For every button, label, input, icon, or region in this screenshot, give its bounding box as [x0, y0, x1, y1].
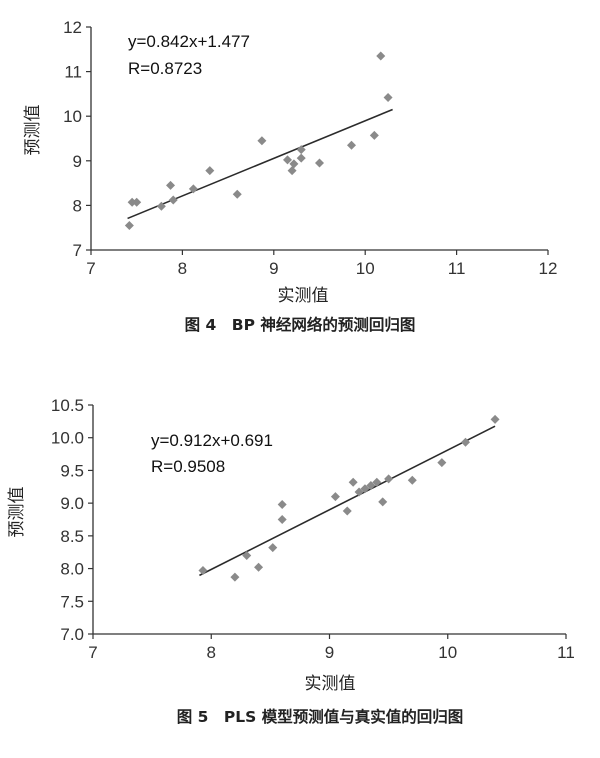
- chart2-x-tick-label: 7: [88, 643, 97, 662]
- chart2-y-tick-label: 7.0: [60, 625, 84, 644]
- chart1-y-tick-label: 7: [73, 241, 82, 260]
- chart1-fit-line: [127, 108, 393, 220]
- chart2-data-point: [242, 550, 252, 560]
- chart2-equation-label: y=0.912x+0.691: [151, 431, 273, 450]
- chart2-x-tick-label: 9: [325, 643, 334, 662]
- chart2-y-tick-label: 9.0: [60, 494, 84, 513]
- chart1-data-point: [296, 145, 306, 155]
- chart2-data-point: [330, 492, 340, 502]
- chart2-data-point: [384, 474, 394, 484]
- chart1-data-point: [188, 184, 198, 194]
- chart1-data-point: [283, 155, 293, 165]
- chart1-data-point: [124, 220, 134, 230]
- chart1-x-axis-label: 实测值: [278, 286, 329, 306]
- chart2-data-point: [378, 497, 388, 507]
- chart2-y-tick-label: 8.0: [60, 560, 84, 579]
- chart2-data-point: [348, 477, 358, 487]
- chart1-data-point: [257, 136, 267, 146]
- chart1-data-point: [132, 197, 142, 207]
- chart1-y-tick-label: 10: [63, 107, 82, 126]
- chart2-data-point: [360, 484, 370, 494]
- chart1-y-tick-label: 8: [73, 196, 82, 215]
- chart2-fit-line: [199, 425, 496, 577]
- chart1-data-point: [346, 140, 356, 150]
- chart1-data-point: [205, 166, 215, 176]
- chart2-x-tick-label: 8: [207, 643, 216, 662]
- chart2-data-point: [268, 543, 278, 553]
- chart2-y-tick-label: 7.5: [60, 592, 84, 611]
- chart2-data-point: [366, 480, 376, 490]
- chart1-data-point: [369, 130, 379, 140]
- chart1-data-point: [168, 195, 178, 205]
- chart2-x-tick-label: 11: [557, 643, 575, 662]
- chart2-y-tick-label: 10.5: [51, 396, 84, 415]
- chart2-data-point: [198, 566, 208, 576]
- chart2-data-point: [254, 562, 264, 572]
- chart2-data-point: [354, 487, 364, 497]
- chart1-y-tick-label: 12: [63, 18, 82, 37]
- chart1-data-point: [166, 180, 176, 190]
- chart1-data-point: [127, 197, 137, 207]
- chart2-data-point: [342, 506, 352, 516]
- chart2-data-point: [277, 499, 287, 509]
- chart1-data-point: [383, 92, 393, 102]
- chart1-data-point: [156, 201, 166, 211]
- chart1-data-point: [315, 158, 324, 168]
- chart1-y-axis-label: 预测值: [23, 105, 43, 156]
- chart1-data-point: [296, 153, 306, 163]
- chart2-data-point: [277, 515, 287, 524]
- chart1-x-tick-label: 9: [269, 259, 278, 278]
- chart1-data-point: [289, 159, 299, 169]
- chart2-data-point: [490, 414, 500, 424]
- chart1-x-tick-label: 12: [539, 259, 558, 278]
- chart1-caption: 图 4 BP 神经网络的预测回归图: [185, 315, 416, 334]
- chart2-data-point: [437, 458, 447, 468]
- chart1-r-label: R=0.8723: [128, 59, 202, 78]
- chart2-data-point: [372, 477, 382, 487]
- chart1-y-tick-label: 9: [73, 152, 82, 171]
- chart1-y-tick-label: 11: [64, 63, 82, 82]
- chart2-y-axis-label: 预测值: [7, 487, 27, 538]
- chart1-x-tick-label: 8: [178, 259, 187, 278]
- chart2-data-point: [460, 437, 470, 447]
- chart2-x-tick-label: 10: [438, 643, 457, 662]
- chart1-equation-label: y=0.842x+1.477: [128, 32, 250, 51]
- chart2-caption: 图 5 PLS 模型预测值与真实值的回归图: [177, 707, 463, 726]
- chart2-data-point: [407, 475, 417, 485]
- chart2-r-label: R=0.9508: [151, 457, 225, 476]
- chart2-x-axis-label: 实测值: [305, 674, 356, 694]
- chart1-data-point: [287, 166, 297, 176]
- chart1-data-point: [376, 51, 386, 61]
- chart1-data-point: [232, 189, 242, 199]
- chart1-x-tick-label: 11: [448, 259, 466, 278]
- chart2-data-point: [230, 572, 240, 582]
- chart2-y-tick-label: 8.5: [60, 527, 84, 546]
- chart2-y-tick-label: 10.0: [51, 429, 84, 448]
- chart1-x-tick-label: 10: [356, 259, 375, 278]
- chart1-x-tick-label: 7: [86, 259, 95, 278]
- chart2-y-tick-label: 9.5: [60, 461, 84, 480]
